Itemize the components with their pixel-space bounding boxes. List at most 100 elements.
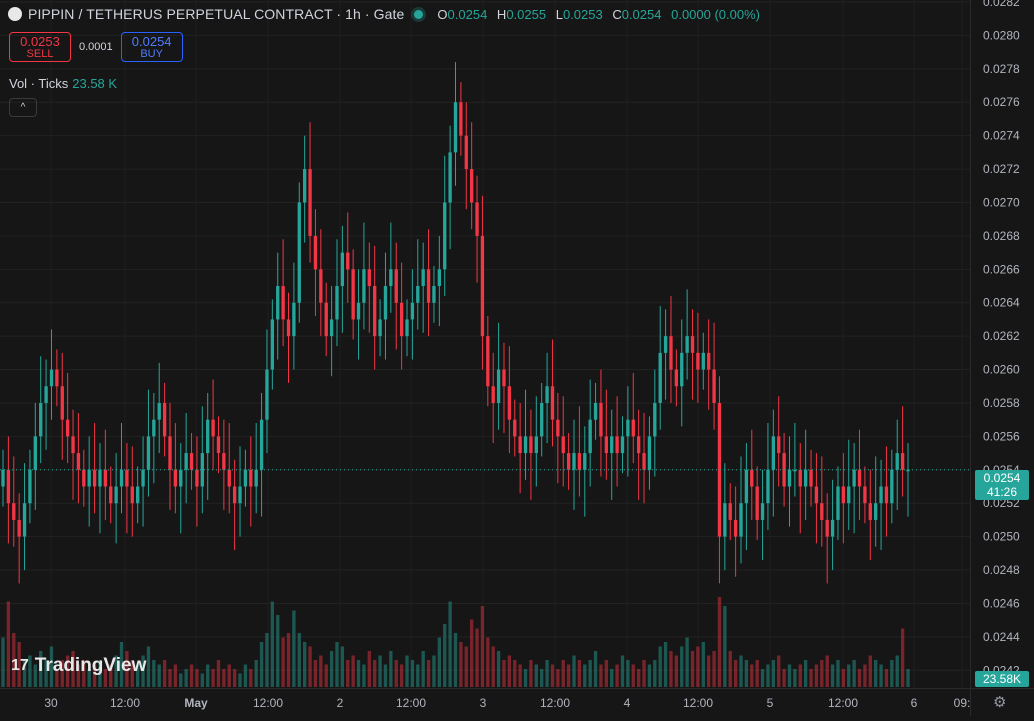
volume-bar — [906, 669, 910, 687]
symbol-title[interactable]: PIPPIN / TETHERUS PERPETUAL CONTRACT · 1… — [28, 6, 405, 22]
volume-bar — [491, 646, 495, 687]
volume-bar — [17, 642, 21, 687]
volume-bar — [750, 664, 754, 687]
candle-body — [750, 469, 754, 487]
volume-bar — [49, 646, 54, 687]
candle-body — [44, 386, 48, 403]
volume-bar — [685, 637, 689, 687]
candle-body — [890, 469, 894, 504]
volume-bar — [895, 655, 899, 687]
volume-bar — [71, 651, 75, 687]
price-chart[interactable] — [0, 0, 970, 688]
candle-body — [399, 302, 404, 337]
candle-body — [701, 352, 705, 370]
market-status-icon[interactable] — [414, 9, 424, 19]
volume-bar — [44, 660, 48, 687]
volume-bar — [254, 660, 258, 687]
time-tick-label: 12:00 — [110, 696, 140, 710]
volume-bar — [416, 664, 420, 687]
candle-body — [98, 469, 102, 487]
volume-bar — [98, 660, 102, 687]
candle-body — [302, 169, 307, 203]
volume-bar — [130, 660, 134, 687]
volume-bar — [820, 660, 824, 687]
candle-body — [464, 135, 468, 170]
candle-body — [712, 369, 716, 403]
volume-bar — [410, 660, 415, 687]
tradingview-logo[interactable]: 17 TradingView — [11, 655, 147, 676]
volume-bar — [518, 664, 522, 687]
candle-body — [270, 319, 275, 370]
price-tick-label: 0.0258 — [983, 396, 1020, 410]
volume-bar — [583, 664, 587, 687]
volume-bar — [642, 660, 646, 687]
candle-body — [696, 352, 700, 370]
candle-body — [421, 269, 425, 287]
volume-bar — [696, 646, 700, 687]
volume-bar — [308, 646, 312, 687]
volume-bar — [486, 637, 490, 687]
price-tick-label: 0.0264 — [983, 296, 1020, 310]
tradingview-logo-icon: 17 — [11, 657, 29, 674]
candle-body — [437, 269, 442, 287]
chevron-up-icon: ^ — [20, 102, 26, 113]
candle-body — [168, 436, 172, 470]
chart-canvas[interactable] — [0, 0, 970, 688]
candle-body — [49, 369, 54, 387]
candle-body — [556, 419, 560, 437]
time-tick-label: 12:00 — [396, 696, 426, 710]
candle-body — [847, 486, 851, 504]
collapse-legend-button[interactable]: ^ — [9, 98, 37, 117]
volume-bar — [378, 655, 382, 687]
candle-body — [297, 202, 301, 303]
volume-bar — [798, 664, 802, 687]
candle-body — [184, 453, 188, 470]
candle-body — [707, 352, 711, 370]
candle-body — [803, 469, 808, 487]
candle-body — [162, 402, 167, 437]
volume-bar — [814, 664, 819, 687]
candle-body — [604, 436, 609, 454]
candle-body — [356, 302, 361, 320]
volume-bar — [270, 601, 275, 687]
volume-bar — [383, 664, 388, 687]
buy-button[interactable]: 0.0254 BUY — [120, 32, 183, 62]
volume-bar — [189, 664, 194, 687]
price-axis[interactable]: 0.0282 0.0280 0.0278 0.0276 0.0274 0.0272 0.02… — [970, 0, 1034, 688]
volume-bar — [556, 669, 560, 687]
candle-body — [432, 286, 436, 303]
price-tick-label: 0.0248 — [983, 563, 1020, 577]
volume-bar — [286, 633, 291, 687]
time-axis[interactable]: 30 12:00 May 12:00 2 12:00 3 12:00 4 12:00 5 12:00 6… — [0, 688, 970, 716]
candle-body — [480, 235, 485, 337]
volume-bar — [362, 664, 366, 687]
volume-bar — [857, 669, 862, 687]
price-tick-label: 0.0270 — [983, 195, 1020, 209]
candle-body — [523, 436, 528, 454]
candle-body — [647, 436, 652, 470]
volume-bar — [259, 642, 264, 687]
candle-body — [852, 469, 856, 487]
candle-body — [459, 102, 463, 136]
volume-bar — [55, 669, 59, 687]
candle-body — [787, 469, 792, 487]
volume-bar — [523, 669, 528, 687]
volume-legend[interactable]: Vol · Ticks 23.58 K — [9, 76, 118, 91]
change-value: 0.0000 (0.00%) — [671, 6, 761, 22]
gear-icon[interactable]: ⚙ — [993, 694, 1007, 711]
candle-body — [6, 469, 11, 504]
sell-button[interactable]: 0.0253 SELL — [9, 32, 71, 62]
candle-body — [733, 519, 738, 537]
candle-body — [109, 486, 113, 504]
volume-bar — [841, 669, 846, 687]
volume-bar — [33, 664, 37, 687]
candle-body — [825, 519, 829, 537]
time-tick-label: 3 — [480, 696, 487, 710]
candle-body — [373, 286, 377, 337]
candle-body — [895, 453, 899, 470]
candle-body — [378, 319, 382, 337]
candle-body — [416, 286, 420, 303]
volume-bar — [313, 660, 318, 687]
volume-bar — [890, 660, 894, 687]
candle-body — [545, 386, 549, 403]
